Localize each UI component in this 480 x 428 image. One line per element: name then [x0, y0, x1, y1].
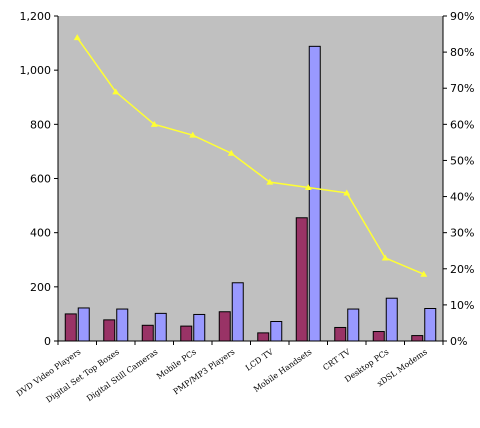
left-tick-label-6: 1,200: [20, 10, 52, 23]
right-tick-label-9: 90%: [450, 10, 474, 23]
bar-2-2: [154, 312, 167, 342]
bar-2-3: [193, 313, 206, 342]
line-layer: [73, 34, 428, 277]
right-tick-label-1: 10%: [450, 299, 474, 312]
line-point-5: [266, 178, 274, 185]
category-label-5: LCD TV: [244, 347, 275, 373]
bar-2-4: [231, 282, 244, 342]
right-tick-label-3: 30%: [450, 227, 474, 240]
category-label-0: DVD Video Players: [15, 347, 83, 398]
category-label-7: CRT TV: [321, 347, 352, 372]
right-tick-label-2: 20%: [450, 263, 474, 276]
bar-1-7: [334, 326, 347, 342]
bar-2-7: [347, 308, 360, 342]
right-tick-label-8: 80%: [450, 46, 474, 59]
left-tick-label-5: 1,000: [20, 64, 52, 77]
bar-2-0: [77, 307, 90, 342]
left-tick-label-3: 600: [30, 173, 51, 186]
line-point-4: [227, 149, 235, 156]
plot-area: [58, 16, 443, 341]
right-tick-label-7: 70%: [450, 82, 474, 95]
line-point-3: [189, 131, 197, 138]
line-point-6: [304, 184, 312, 191]
bars-layer: [64, 45, 437, 342]
bar-1-3: [180, 325, 193, 342]
right-tick-label-5: 50%: [450, 154, 474, 167]
bar-1-1: [103, 319, 116, 342]
bar-2-9: [424, 308, 437, 342]
right-tick-label-0: 0%: [450, 335, 467, 348]
left-tick-label-4: 800: [30, 118, 51, 131]
bar-2-6: [308, 45, 321, 342]
bar-1-5: [257, 332, 270, 342]
right-tick-label-6: 60%: [450, 118, 474, 131]
bar-2-5: [270, 321, 283, 342]
bar-2-8: [385, 297, 398, 342]
line-point-7: [343, 189, 351, 196]
category-label-1: Digital Set Top Boxes: [45, 347, 121, 404]
right-axis-ticks: 0% 10% 20% 30% 40% 50% 60% 70% 80% 90%: [443, 10, 474, 348]
line-point-0: [73, 34, 81, 41]
left-axis-ticks: 0 200 400 600 800 1,000 1,200: [20, 10, 58, 348]
left-tick-label-0: 0: [44, 335, 51, 348]
bar-1-2: [141, 324, 154, 342]
left-tick-label-2: 400: [30, 227, 51, 240]
bar-1-9: [411, 335, 424, 342]
bar-1-4: [218, 311, 231, 342]
bar-1-0: [64, 313, 77, 342]
bar-2-1: [116, 308, 129, 342]
left-tick-label-1: 200: [30, 281, 51, 294]
line-point-2: [150, 120, 158, 127]
bar-1-8: [372, 331, 385, 342]
category-label-2: Digital Still Cameras: [85, 347, 159, 403]
bar-1-6: [295, 217, 308, 342]
line-series: [76, 37, 425, 275]
right-tick-label-4: 40%: [450, 191, 474, 204]
line-point-9: [420, 270, 428, 277]
line-point-8: [381, 254, 389, 261]
line-point-1: [112, 88, 120, 95]
